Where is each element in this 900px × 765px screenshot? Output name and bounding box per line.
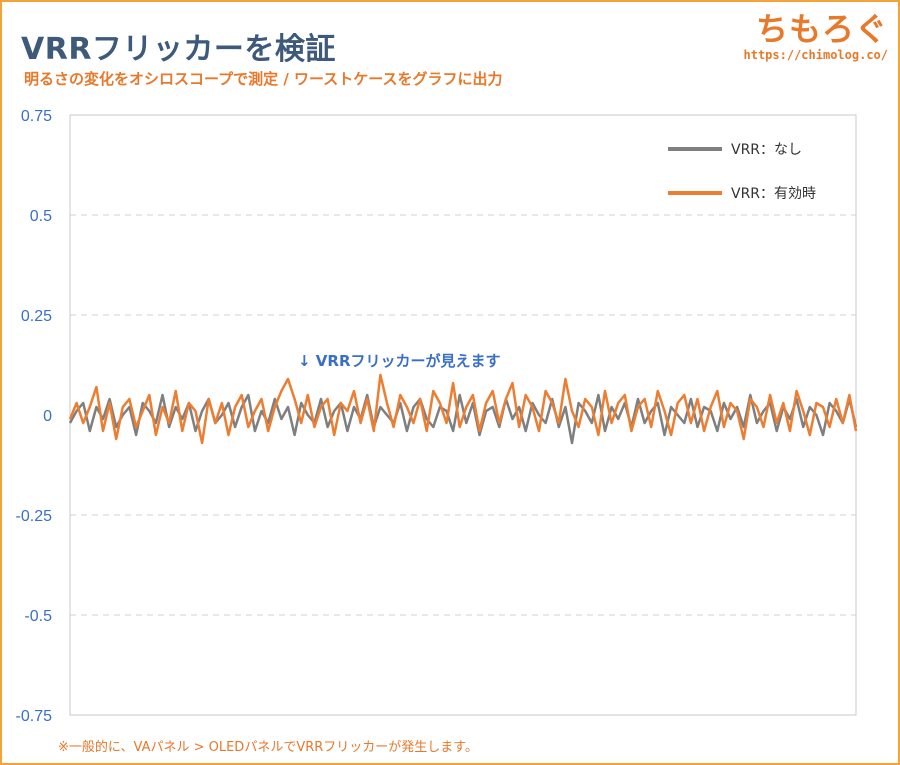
y-tick-labels: 0.75 0.5 0.25 0 -0.25 -0.5 -0.75 <box>16 108 53 725</box>
series-line-vrr-off <box>68 393 858 445</box>
y-tick-label: 0.5 <box>30 208 52 225</box>
y-tick-label: 0 <box>43 408 52 425</box>
legend: VRR：なし VRR：有効時 <box>668 142 816 202</box>
logo-text: ちもろぐ <box>755 10 888 48</box>
y-tick-label: -0.25 <box>16 508 53 525</box>
legend-label: VRR：有効時 <box>731 186 816 202</box>
grid-lines <box>70 214 856 616</box>
series-layer <box>68 373 858 445</box>
y-tick-label: 0.75 <box>21 108 52 125</box>
y-tick-label: -0.5 <box>24 608 52 625</box>
series-line-vrr-on <box>68 373 858 445</box>
footer-note: ※一般的に、VAパネル > OLEDパネルでVRRフリッカーが発生します。 <box>58 740 478 755</box>
site-logo: ちもろぐ https://chimolog.co/ <box>744 4 889 62</box>
page-title: VRRフリッカーを検証 <box>21 32 336 67</box>
legend-label: VRR：なし <box>731 142 802 158</box>
y-tick-label: 0.25 <box>21 308 52 325</box>
page-subtitle: 明るさの変化をオシロスコープで測定 / ワーストケースをグラフに出力 <box>24 70 503 88</box>
y-tick-label: -0.75 <box>16 708 53 725</box>
chart-annotation: ↓ VRRフリッカーが見えます <box>298 352 501 370</box>
logo-url: https://chimolog.co/ <box>743 48 889 62</box>
